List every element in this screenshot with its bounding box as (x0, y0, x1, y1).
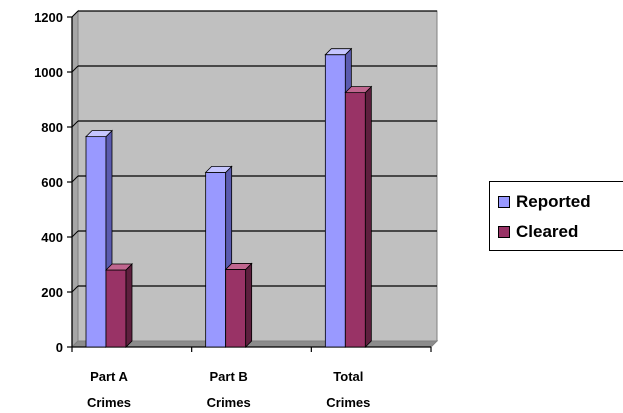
y-tick-label: 200 (41, 285, 63, 300)
bar-front (205, 171, 227, 348)
bar-top (85, 130, 113, 138)
bar-top (324, 48, 353, 56)
y-tick-label: 1200 (34, 10, 63, 25)
legend-label-reported: Reported (516, 192, 591, 211)
y-tick-label: 600 (41, 175, 63, 190)
gridline-side (71, 285, 79, 293)
x-tick-label: Total (333, 369, 363, 384)
x-tick-label: Crimes (207, 395, 251, 410)
y-tick-label: 1000 (34, 65, 63, 80)
bar-cleared-2 (344, 85, 373, 348)
bar-front (85, 136, 107, 348)
gridline-side (71, 175, 79, 183)
y-tick-label: 800 (41, 120, 63, 135)
x-tick-label: Part B (210, 369, 248, 384)
bar-front (225, 269, 247, 348)
bar-front (324, 54, 346, 348)
bar-side (364, 85, 372, 348)
axes (67, 16, 432, 352)
legend-label-cleared: Cleared (516, 222, 579, 241)
legend-swatch-cleared (498, 226, 510, 238)
legend-swatch-reported (498, 196, 510, 208)
x-tick-label: Crimes (326, 395, 370, 410)
bar-cleared-1 (224, 262, 253, 348)
y-tick-label: 0 (56, 340, 63, 355)
gridlines (71, 10, 437, 293)
bar-top (224, 263, 253, 270)
x-tick-label: Part A (90, 369, 128, 384)
bar-top (344, 86, 373, 94)
legend-item-cleared: Cleared (498, 222, 578, 242)
gridline-side (71, 65, 79, 73)
legend: Reported Cleared (489, 181, 623, 251)
bars (85, 47, 373, 348)
y-tick-labels: 0 200 400 600 800 1000 1200 (34, 10, 63, 355)
bar-top (204, 165, 233, 173)
bar-front (105, 269, 127, 348)
x-tick-label: Crimes (87, 395, 131, 410)
gridline-side (71, 10, 79, 18)
x-tick-labels: Part A Crimes Part B Crimes Total Crimes (87, 369, 370, 410)
gridline-side (71, 230, 79, 238)
bar-front (344, 92, 366, 348)
bar-cleared-0 (105, 263, 133, 348)
bar-side (245, 262, 253, 348)
bar-top (105, 263, 133, 271)
bar-side (125, 263, 133, 348)
legend-item-reported: Reported (498, 192, 591, 212)
y-tick-label: 400 (41, 230, 63, 245)
gridline-side (71, 120, 79, 128)
